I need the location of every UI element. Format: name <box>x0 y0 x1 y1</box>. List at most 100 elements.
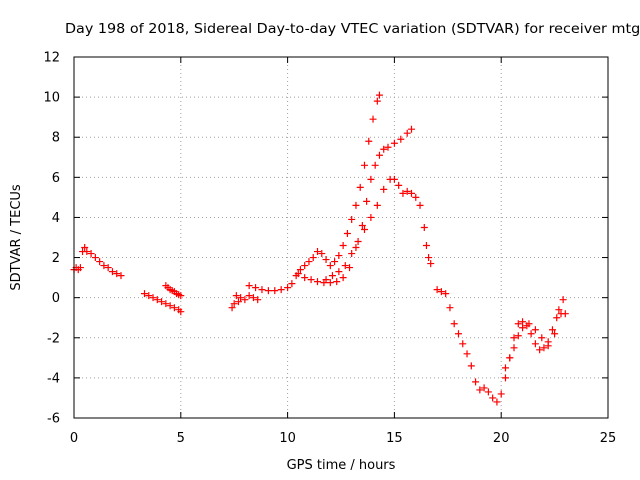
data-point <box>390 175 398 183</box>
data-point <box>459 340 467 348</box>
x-tick-label: 5 <box>177 431 185 446</box>
data-point <box>339 274 347 282</box>
data-series <box>322 175 435 284</box>
data-point <box>328 272 336 280</box>
data-point <box>540 344 548 352</box>
data-point <box>296 266 304 274</box>
data-point <box>177 292 185 300</box>
data-point <box>561 310 569 318</box>
data-point <box>531 340 539 348</box>
x-tick-label: 10 <box>279 431 296 446</box>
data-point <box>237 294 245 302</box>
data-point <box>76 264 84 272</box>
data-point <box>314 278 322 286</box>
data-point <box>369 115 377 123</box>
data-point <box>108 268 116 276</box>
data-point <box>425 254 433 262</box>
data-point <box>100 262 108 270</box>
data-point <box>360 225 368 233</box>
data-point <box>427 260 435 268</box>
data-point <box>333 278 341 286</box>
y-axis-label: SDTVAR / TECUs <box>9 184 24 291</box>
data-point <box>83 248 91 256</box>
data-point <box>348 215 356 223</box>
data-point <box>367 175 375 183</box>
data-point <box>373 201 381 209</box>
data-point <box>397 135 405 143</box>
y-tick-label: 6 <box>52 171 60 186</box>
data-point <box>258 286 266 294</box>
data-point <box>416 201 424 209</box>
data-point <box>422 242 430 250</box>
data-point <box>365 137 373 145</box>
data-point <box>162 300 170 308</box>
data-point <box>249 294 257 302</box>
data-point <box>232 292 240 300</box>
data-point <box>96 258 104 266</box>
data-point <box>472 378 480 386</box>
data-point <box>510 334 518 342</box>
data-series <box>501 296 567 372</box>
plot-frame <box>73 56 609 419</box>
x-tick-label: 20 <box>493 431 510 446</box>
data-point <box>390 139 398 147</box>
data-point <box>245 292 253 300</box>
data-point <box>326 262 334 270</box>
data-point <box>271 287 279 295</box>
data-point <box>403 129 411 137</box>
data-point <box>420 223 428 231</box>
y-tick-label: -4 <box>47 371 60 386</box>
data-point <box>301 274 309 282</box>
data-point <box>375 91 383 99</box>
data-point <box>544 342 552 350</box>
data-point <box>407 125 415 133</box>
data-point <box>335 252 343 260</box>
data-series <box>70 264 84 274</box>
data-point <box>241 296 249 304</box>
x-tick-label: 15 <box>386 431 403 446</box>
data-series <box>79 244 125 280</box>
data-point <box>375 151 383 159</box>
data-point <box>489 394 497 402</box>
data-point <box>309 254 317 262</box>
data-point <box>170 304 178 312</box>
axis-ticks: 0 5 10 15 20 25 -6 -4 -2 0 2 4 6 8 10 12 <box>43 51 616 447</box>
chart-title: Day 198 of 2018, Sidereal Day-to-day VTE… <box>65 22 640 37</box>
y-tick-label: 8 <box>52 131 60 146</box>
data-point <box>145 292 153 300</box>
data-point <box>450 320 458 328</box>
data-point <box>519 324 527 332</box>
y-tick-label: 12 <box>43 51 60 66</box>
data-point <box>531 326 539 334</box>
data-point <box>301 262 309 270</box>
data-point <box>230 300 238 308</box>
data-point <box>407 189 415 197</box>
data-point <box>395 181 403 189</box>
data-point <box>380 145 388 153</box>
data-point <box>371 161 379 169</box>
data-point <box>384 143 392 151</box>
data-point <box>166 302 174 310</box>
data-point <box>403 187 411 195</box>
data-point <box>314 248 322 256</box>
data-point <box>501 364 509 372</box>
data-point <box>140 290 148 298</box>
data-point <box>284 284 292 292</box>
data-point <box>497 390 505 398</box>
data-point <box>318 250 326 258</box>
y-tick-label: 2 <box>52 251 60 266</box>
data-point <box>322 276 330 284</box>
data-point <box>252 284 260 292</box>
data-marks <box>70 91 569 406</box>
data-series <box>433 286 569 406</box>
data-point <box>442 290 450 298</box>
data-point <box>113 270 121 278</box>
data-point <box>343 229 351 237</box>
data-point <box>367 213 375 221</box>
data-point <box>288 280 296 288</box>
data-point <box>91 254 99 262</box>
data-point <box>506 354 514 362</box>
data-point <box>467 362 475 370</box>
data-point <box>335 268 343 276</box>
